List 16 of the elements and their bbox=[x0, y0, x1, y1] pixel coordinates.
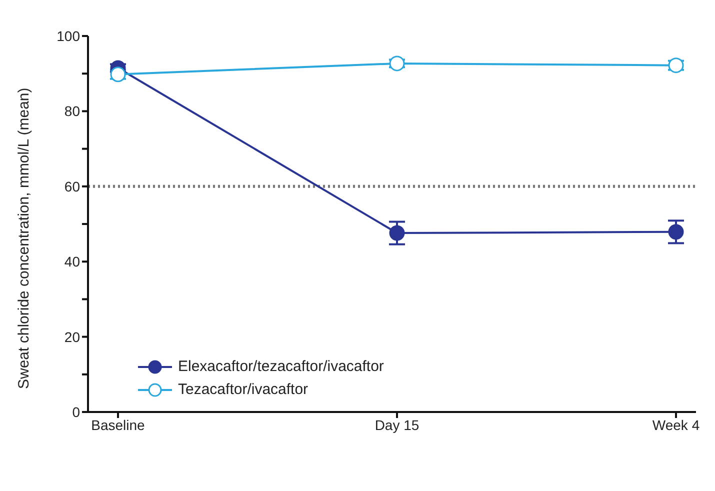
y-axis-title: Sweat chloride concentration, mmol/L (mean) bbox=[15, 88, 32, 389]
y-tick-label: 100 bbox=[56, 28, 80, 44]
y-tick-label: 60 bbox=[64, 178, 80, 194]
x-tick-label: Baseline bbox=[91, 416, 146, 433]
x-tick-label: Week 4 bbox=[652, 416, 700, 433]
point bbox=[389, 56, 405, 72]
y-tick-label: 40 bbox=[64, 254, 80, 270]
legend-label: Tezacaftor/ivacaftor bbox=[178, 381, 308, 398]
y-tick-label: 0 bbox=[72, 404, 80, 420]
point bbox=[668, 224, 684, 240]
y-tick-label: 80 bbox=[64, 103, 80, 120]
y-tick-label: 20 bbox=[64, 328, 80, 345]
x-tick-label: Day 15 bbox=[374, 416, 420, 433]
legend-label: Elexacaftor/tezacaftor/ivacaftor bbox=[178, 358, 384, 375]
point bbox=[389, 225, 405, 241]
point bbox=[110, 66, 126, 82]
